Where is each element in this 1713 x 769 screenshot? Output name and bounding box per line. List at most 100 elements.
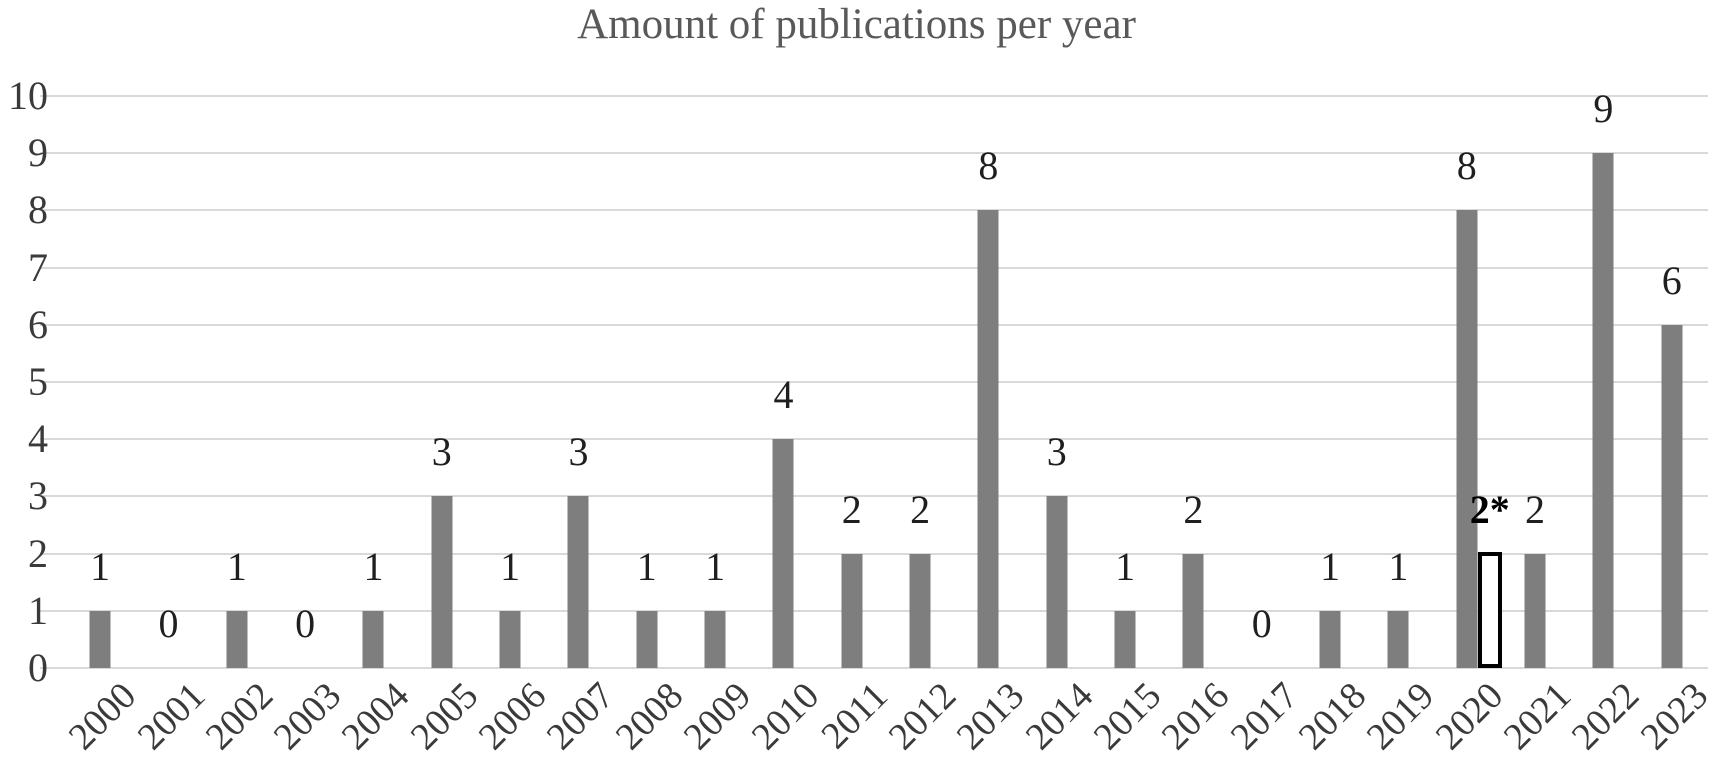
outlined-bar-label: 2* xyxy=(1469,486,1510,532)
category-slot: 1 2015 xyxy=(1086,96,1169,758)
category-slot: 0 2017 xyxy=(1223,96,1306,759)
category-slot: 0 2001 xyxy=(129,96,212,759)
bar-value-label: 1 xyxy=(1388,543,1409,589)
bar xyxy=(704,610,726,668)
category-slot: 1 2002 xyxy=(198,96,281,758)
bar-value-label: 2 xyxy=(910,486,931,532)
x-axis-label: 2000 xyxy=(61,674,145,759)
y-axis-label: 7 xyxy=(28,244,48,290)
category-slot: 3 2014 xyxy=(1018,96,1101,758)
category-slot: 9 2022 xyxy=(1564,89,1647,758)
gridline xyxy=(40,266,1708,269)
bar-value-label: 1 xyxy=(500,543,521,589)
gridline xyxy=(40,667,1708,669)
category-slot: 3 2005 xyxy=(403,96,486,758)
category-slot: 1 2000 xyxy=(61,96,144,758)
gridline xyxy=(40,552,1708,555)
bar xyxy=(1114,610,1136,668)
bar-value-label: 6 xyxy=(1661,257,1682,303)
category-slot: 3 2007 xyxy=(539,96,622,758)
x-axis-label: 2022 xyxy=(1564,674,1648,759)
bar-value-label: 0 xyxy=(1251,601,1272,646)
x-axis-label: 2021 xyxy=(1495,674,1580,759)
bar-value-label: 1 xyxy=(705,543,726,589)
bar-value-label: 9 xyxy=(1593,86,1614,132)
category-slot: 6 2023 xyxy=(1633,96,1713,758)
y-axis-label: 2 xyxy=(28,530,48,576)
gridline xyxy=(40,209,1708,212)
y-axis-label: 4 xyxy=(28,416,48,462)
category-slot: 2 2012 xyxy=(881,96,964,758)
bar xyxy=(1182,553,1204,668)
bar xyxy=(636,610,658,668)
category-slot: 1 2008 xyxy=(608,96,691,758)
x-axis-label: 2001 xyxy=(129,674,213,759)
bar xyxy=(1661,324,1683,668)
bar-value-label: 3 xyxy=(1046,429,1067,475)
x-axis-label: 2014 xyxy=(1017,674,1102,759)
gridline xyxy=(40,381,1708,383)
outlined-bar xyxy=(1477,551,1502,668)
y-axis-label: 5 xyxy=(28,359,48,404)
category-slot: 1 2009 xyxy=(676,96,759,758)
bar-value-label: 4 xyxy=(773,372,794,418)
bar-value-label: 1 xyxy=(1320,543,1341,589)
x-axis-label: 2016 xyxy=(1154,674,1238,759)
bar-value-label: 0 xyxy=(295,601,316,646)
chart-title: Amount of publications per year xyxy=(577,1,1136,48)
gridline xyxy=(40,438,1708,441)
x-axis-label: 2004 xyxy=(334,674,418,759)
gridline xyxy=(40,609,1708,612)
category-slot: 2 2016 xyxy=(1154,96,1237,758)
bar xyxy=(431,496,453,668)
bar xyxy=(977,210,999,668)
category-slot: 2 2011 xyxy=(814,96,896,757)
bar xyxy=(1524,553,1546,668)
bar xyxy=(499,610,521,668)
bar xyxy=(1592,153,1614,668)
x-axis-label: 2002 xyxy=(197,674,282,759)
bar xyxy=(567,496,589,668)
bar xyxy=(1319,610,1341,668)
gridline xyxy=(40,95,1708,97)
y-axis-label: 10 xyxy=(8,73,48,118)
bar xyxy=(841,553,863,668)
category-slot: 8 2* 2020 xyxy=(1428,96,1511,758)
bar-value-label: 1 xyxy=(1115,543,1136,589)
gridline xyxy=(40,495,1708,498)
y-axis-label: 6 xyxy=(28,301,48,347)
bar xyxy=(1456,210,1478,668)
x-axis-label: 2005 xyxy=(402,674,487,759)
bar-value-label: 8 xyxy=(978,143,999,189)
x-axis-label: 2017 xyxy=(1222,674,1307,759)
x-axis-label: 2007 xyxy=(539,674,623,759)
bar-value-label: 0 xyxy=(158,601,179,646)
x-axis-label: 2009 xyxy=(675,674,760,759)
y-axis-label: 1 xyxy=(28,587,48,633)
bar-value-label: 8 xyxy=(1456,143,1477,189)
gridline xyxy=(40,323,1708,326)
x-axis-label: 2008 xyxy=(607,674,692,759)
x-axis-label: 2015 xyxy=(1085,674,1170,759)
x-axis-label: 2006 xyxy=(470,674,555,759)
gridline-layer xyxy=(40,95,1708,669)
y-axis-label: 8 xyxy=(28,187,48,233)
x-axis-label: 2020 xyxy=(1427,674,1512,759)
bar-value-label: 2 xyxy=(1525,486,1546,532)
category-slot: 1 2019 xyxy=(1359,96,1442,758)
y-axis: 10 9 8 7 6 5 4 3 2 1 0 xyxy=(0,74,48,690)
plot-area: 1 2000 0 2001 1 2002 0 2003 1 2004 3 2005 1 2006 3 2007… xyxy=(61,89,1713,759)
bar xyxy=(1387,610,1409,668)
gridline xyxy=(40,152,1708,155)
x-axis-label: 2011 xyxy=(813,674,897,758)
bar-value-label: 1 xyxy=(90,543,111,589)
category-slot: 1 2006 xyxy=(471,96,554,758)
x-axis-label: 2023 xyxy=(1632,674,1713,759)
bar-value-label: 3 xyxy=(568,429,589,475)
category-slot: 8 2013 xyxy=(949,96,1032,758)
bar-value-label: 2 xyxy=(1183,486,1204,532)
category-slot: 1 2004 xyxy=(334,96,417,758)
bar-value-label: 1 xyxy=(636,543,657,589)
bar-value-label: 1 xyxy=(363,543,384,589)
